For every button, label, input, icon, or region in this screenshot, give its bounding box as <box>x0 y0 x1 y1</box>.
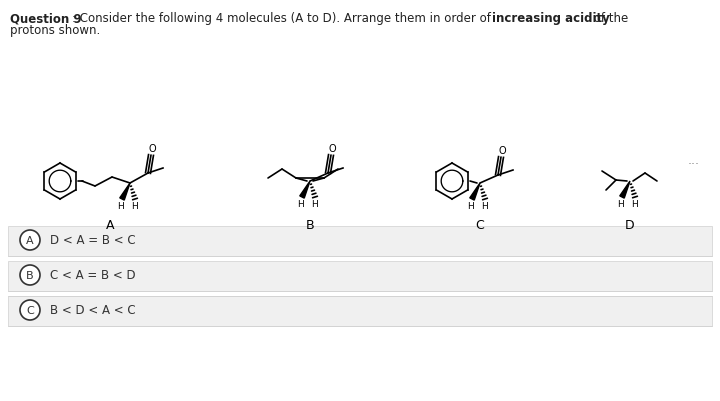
Text: Question 9: Question 9 <box>10 12 81 25</box>
Text: O: O <box>328 144 336 154</box>
Text: D < A = B < C: D < A = B < C <box>50 234 135 247</box>
Text: H: H <box>467 201 473 211</box>
Text: ...: ... <box>688 154 700 166</box>
Text: B: B <box>306 219 315 231</box>
Text: C < A = B < D: C < A = B < D <box>50 269 135 282</box>
Text: C: C <box>476 219 485 231</box>
Text: increasing acidity: increasing acidity <box>492 12 610 25</box>
FancyBboxPatch shape <box>8 296 712 326</box>
FancyBboxPatch shape <box>8 261 712 291</box>
Text: H: H <box>297 200 303 209</box>
Circle shape <box>20 265 40 285</box>
Text: B: B <box>26 270 34 280</box>
Text: H: H <box>616 200 624 209</box>
Text: H: H <box>482 201 488 211</box>
Text: protons shown.: protons shown. <box>10 24 100 37</box>
Text: O: O <box>148 144 156 154</box>
Text: D: D <box>625 219 635 231</box>
Text: H: H <box>631 200 639 209</box>
Polygon shape <box>300 182 310 198</box>
Text: H: H <box>132 201 138 211</box>
FancyBboxPatch shape <box>8 227 712 256</box>
Circle shape <box>20 231 40 250</box>
Circle shape <box>20 300 40 320</box>
Polygon shape <box>469 184 480 200</box>
Text: O: O <box>498 146 506 156</box>
Text: C: C <box>26 305 34 315</box>
Polygon shape <box>120 184 130 200</box>
Text: A: A <box>106 219 114 231</box>
Polygon shape <box>620 182 630 198</box>
Text: H: H <box>312 200 318 209</box>
Text: H: H <box>117 201 123 211</box>
Text: A: A <box>26 235 34 245</box>
Text: of the: of the <box>590 12 629 25</box>
Text: B < D < A < C: B < D < A < C <box>50 304 135 317</box>
Text: : Consider the following 4 molecules (A to D). Arrange them in order of: : Consider the following 4 molecules (A … <box>72 12 495 25</box>
